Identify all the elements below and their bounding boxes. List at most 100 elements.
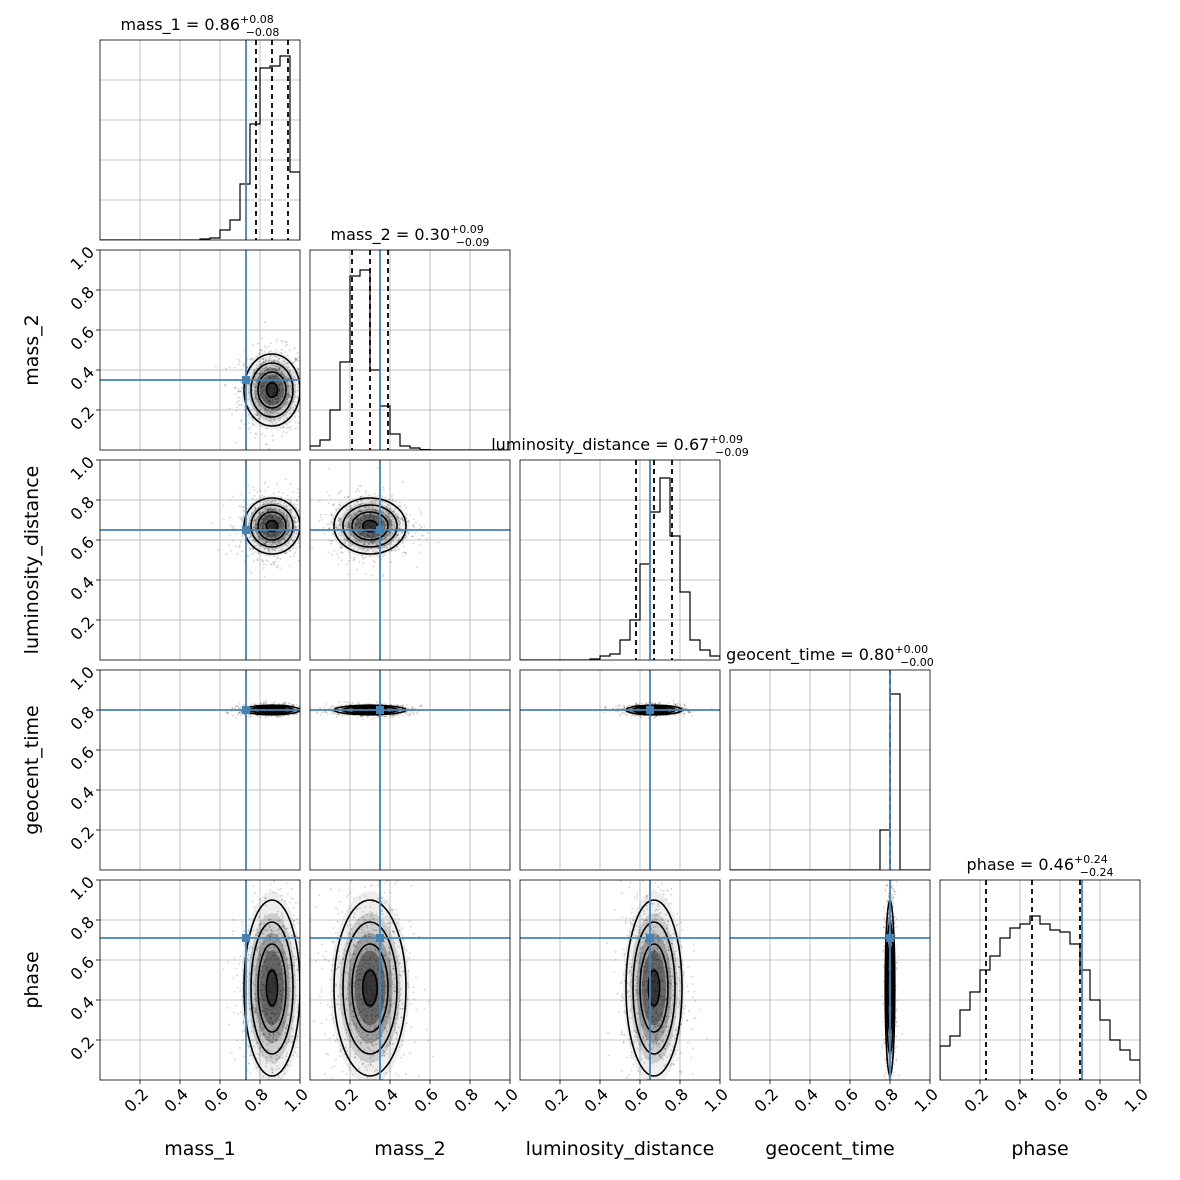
- sample-point: [247, 554, 250, 557]
- sample-point: [250, 515, 253, 518]
- sample-point: [270, 526, 273, 529]
- sample-point: [370, 502, 373, 504]
- sample-point: [347, 516, 349, 518]
- sample-point: [267, 509, 270, 512]
- sample-point: [267, 549, 270, 552]
- sample-point: [358, 522, 361, 525]
- sample-point: [298, 509, 300, 512]
- sample-point: [263, 532, 266, 535]
- sample-point: [252, 344, 254, 346]
- sample-point: [376, 509, 378, 512]
- sample-point: [251, 419, 254, 422]
- sample-point: [269, 513, 272, 516]
- sample-point: [412, 524, 415, 527]
- sample-point: [270, 517, 273, 520]
- sample-point: [371, 540, 374, 543]
- sample-point: [270, 524, 273, 527]
- sample-point: [271, 508, 274, 511]
- sample-point: [265, 402, 267, 405]
- sample-point: [374, 508, 377, 511]
- sample-point: [271, 393, 274, 396]
- sample-point: [268, 397, 271, 399]
- sample-point: [294, 536, 297, 538]
- sample-point: [238, 711, 241, 714]
- sample-point: [264, 396, 267, 399]
- sample-point: [377, 541, 380, 544]
- sample-point: [408, 712, 410, 715]
- sample-point: [367, 523, 370, 526]
- sample-point: [393, 525, 396, 528]
- panel-frame: [309, 249, 511, 451]
- sample-point: [248, 426, 251, 429]
- sample-point: [295, 358, 298, 361]
- sample-point: [276, 543, 278, 545]
- sample-point: [275, 524, 277, 527]
- sample-point: [352, 512, 354, 515]
- sample-point: [294, 521, 297, 524]
- sample-point: [271, 515, 274, 518]
- sample-point: [254, 390, 256, 393]
- sample-point: [246, 384, 249, 387]
- sample-point: [368, 517, 371, 520]
- sample-point: [345, 522, 347, 525]
- sample-point: [371, 505, 374, 508]
- sample-point: [274, 526, 277, 529]
- sample-point: [226, 712, 229, 715]
- sample-point: [412, 524, 414, 527]
- sample-point: [327, 539, 330, 542]
- sample-point: [289, 369, 292, 372]
- sample-point: [262, 519, 265, 522]
- sample-point: [263, 383, 266, 386]
- sample-point: [274, 355, 276, 358]
- truth-marker: [242, 706, 250, 714]
- sample-point: [370, 525, 373, 528]
- sample-point: [235, 716, 237, 719]
- panel-content: [310, 460, 510, 660]
- sample-point: [382, 511, 385, 514]
- sample-point: [271, 521, 274, 524]
- sample-point: [285, 514, 288, 517]
- sample-point: [269, 507, 272, 510]
- sample-point: [281, 370, 284, 373]
- sample-point: [294, 404, 297, 407]
- density-shade: [254, 367, 290, 413]
- sample-point: [366, 544, 369, 547]
- sample-point: [258, 511, 261, 514]
- sample-point: [372, 527, 375, 530]
- sample-point: [256, 381, 259, 384]
- sample-point: [375, 551, 378, 553]
- sample-point: [280, 509, 283, 511]
- sample-point: [259, 385, 262, 388]
- sample-point: [425, 538, 428, 541]
- sample-point: [318, 500, 321, 503]
- sample-point: [368, 507, 371, 509]
- sample-point: [289, 407, 292, 410]
- sample-point: [347, 573, 350, 576]
- sample-point: [295, 703, 298, 706]
- sample-point: [289, 549, 292, 552]
- sample-point: [270, 533, 273, 536]
- panel-mass_2-mass_2: [309, 249, 511, 451]
- sample-point: [252, 522, 255, 525]
- sample-point: [285, 552, 287, 555]
- sample-point: [411, 535, 414, 538]
- sample-point: [269, 508, 272, 511]
- sample-point: [357, 702, 360, 705]
- sample-point: [325, 703, 328, 705]
- sample-point: [259, 349, 261, 351]
- sample-point: [263, 385, 265, 388]
- sample-point: [286, 367, 289, 369]
- sample-point: [357, 527, 360, 530]
- sample-point: [273, 364, 275, 367]
- sample-point: [368, 515, 370, 518]
- sample-point: [266, 533, 269, 535]
- sample-point: [354, 523, 357, 526]
- sample-point: [269, 509, 272, 512]
- sample-point: [261, 518, 263, 521]
- sample-point: [290, 510, 293, 513]
- sample-point: [297, 359, 300, 362]
- sample-point: [240, 387, 243, 389]
- sample-point: [371, 574, 373, 577]
- sample-point: [267, 534, 270, 536]
- panel-frame: [99, 39, 301, 241]
